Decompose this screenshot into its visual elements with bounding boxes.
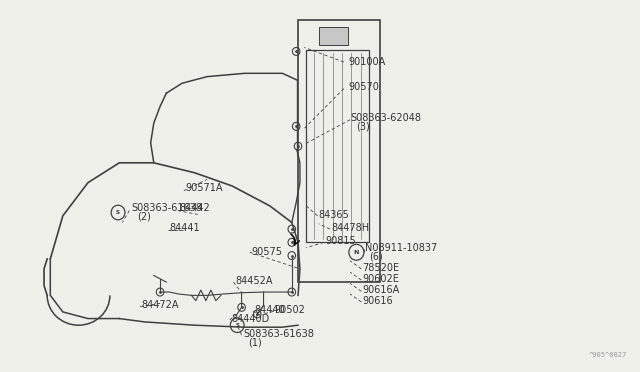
Text: 90570: 90570 <box>348 81 379 92</box>
Text: 84440D: 84440D <box>231 314 269 324</box>
Text: 90100A: 90100A <box>348 57 385 67</box>
Text: S08363-61638: S08363-61638 <box>243 329 314 339</box>
Text: 84440: 84440 <box>254 305 285 315</box>
Text: N: N <box>354 250 359 255</box>
Text: (1): (1) <box>248 337 262 347</box>
Text: N08911-10837: N08911-10837 <box>365 243 437 253</box>
Text: 78520E: 78520E <box>363 263 400 273</box>
Text: S: S <box>236 323 239 328</box>
Text: 84452A: 84452A <box>236 276 273 286</box>
Text: (6): (6) <box>369 251 383 261</box>
Text: 90502: 90502 <box>275 305 306 315</box>
Text: (2): (2) <box>137 212 151 221</box>
Text: 90602E: 90602E <box>363 274 399 284</box>
Text: S: S <box>116 210 120 215</box>
Text: 90571A: 90571A <box>185 183 223 193</box>
Text: 90815: 90815 <box>325 236 356 246</box>
Text: 84365: 84365 <box>319 209 349 219</box>
Text: S08363-62048: S08363-62048 <box>350 113 421 123</box>
Text: 84442: 84442 <box>179 203 210 213</box>
Text: 84441: 84441 <box>170 223 200 233</box>
Polygon shape <box>319 27 348 45</box>
Text: 84478H: 84478H <box>332 223 369 233</box>
Text: 84472A: 84472A <box>141 300 179 310</box>
Text: (3): (3) <box>356 121 369 131</box>
Text: 90616A: 90616A <box>363 285 400 295</box>
Text: 90616: 90616 <box>363 296 393 306</box>
Text: 90575: 90575 <box>251 247 282 257</box>
Text: ^905^0027: ^905^0027 <box>589 352 627 358</box>
Text: S08363-61638: S08363-61638 <box>132 203 203 213</box>
